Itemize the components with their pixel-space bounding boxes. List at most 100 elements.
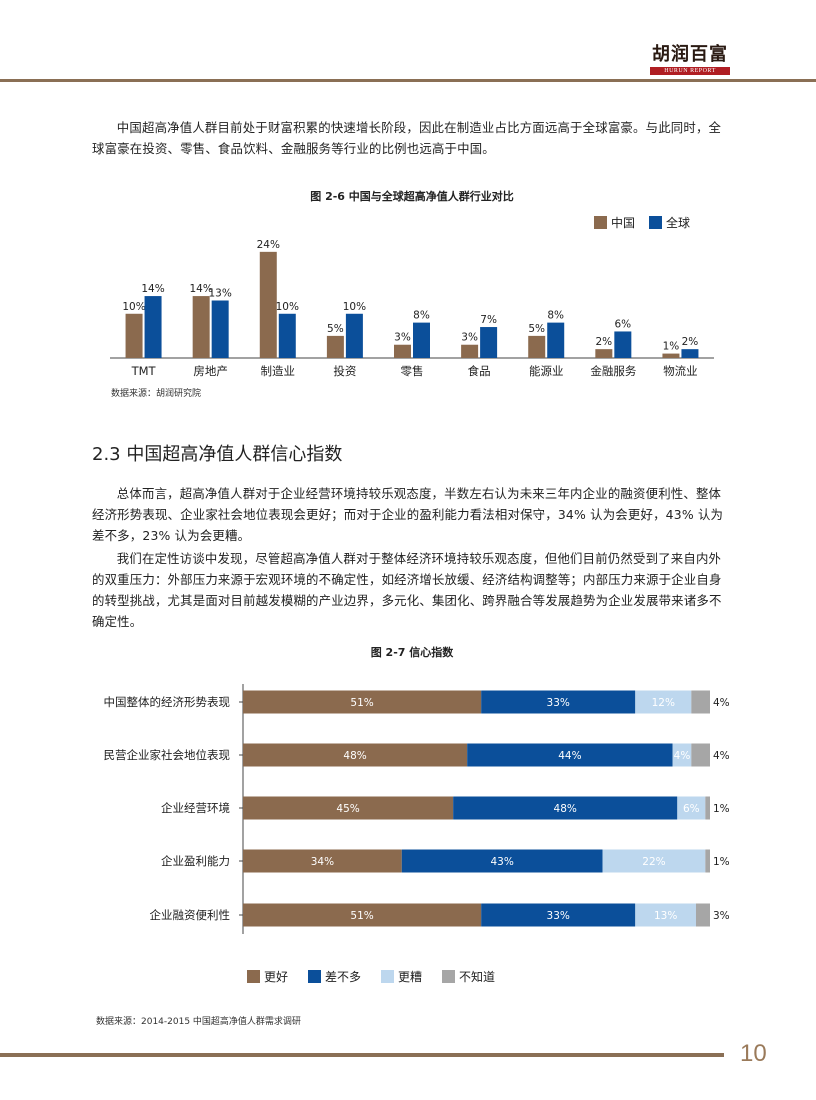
value-label-same-3: 43% (491, 856, 514, 868)
segment-same-3 (401, 849, 603, 873)
figure-2-6-legend: 中国 全球 (594, 214, 690, 231)
tick-label-4: 零售 (401, 364, 424, 378)
segment-same-0 (481, 690, 636, 714)
segment-same-4 (481, 903, 636, 927)
bar-china-5 (461, 344, 479, 358)
data-label-global-5: 7% (480, 314, 497, 326)
tick-label-5: 食品 (468, 364, 491, 378)
segment-unknown-2 (705, 796, 710, 820)
value-label-better-4: 51% (350, 910, 373, 922)
tick-label-8: 物流业 (663, 364, 698, 378)
segment-worse-2 (677, 796, 706, 820)
segment-better-0 (243, 690, 482, 714)
legend-swatch-same (308, 970, 322, 983)
data-label-china-2: 24% (257, 239, 280, 251)
industry-comparison-chart: 10%14%TMT14%13%房地产24%10%制造业5%10%投资3%8%零售… (110, 239, 714, 378)
legend-label-global: 全球 (666, 216, 691, 230)
legend-swatch-china (594, 216, 607, 229)
legend-swatch-worse (381, 970, 395, 983)
segment-worse-0 (635, 690, 692, 714)
bar-global-1 (211, 300, 229, 358)
value-label-unknown-4: 3% (713, 910, 730, 922)
bar-global-2 (278, 313, 296, 358)
value-label-better-2: 45% (336, 803, 359, 815)
category-label-0: 中国整体的经济形势表现 (104, 695, 231, 709)
figure-2-7-source: 数据来源：2014-2015 中国超高净值人群需求调研 (96, 1017, 301, 1027)
data-label-china-4: 3% (394, 332, 411, 344)
data-label-china-6: 5% (528, 323, 545, 335)
logo-text: 胡润百富 (652, 44, 728, 65)
legend-swatch-unknown (442, 970, 456, 983)
tick-label-7: 金融服务 (590, 364, 636, 378)
figure-2-7-legend: 更好 差不多 更糟 不知道 (247, 968, 495, 985)
data-label-global-3: 10% (343, 301, 366, 313)
segment-unknown-1 (691, 743, 710, 767)
legend-label-same: 差不多 (325, 970, 362, 984)
value-label-same-0: 33% (547, 697, 570, 709)
segment-unknown-3 (705, 849, 710, 873)
value-label-worse-2: 6% (683, 803, 700, 815)
bar-china-4 (394, 344, 411, 358)
bar-global-3 (345, 313, 363, 358)
bar-china-7 (595, 349, 613, 358)
figure-2-6-source: 数据来源：胡润研究院 (111, 389, 202, 399)
data-label-global-2: 10% (276, 301, 299, 313)
bar-china-6 (528, 335, 546, 358)
intro-paragraph: 中国超高净值人群目前处于财富积累的快速增长阶段，因此在制造业占比方面远高于全球富… (92, 120, 722, 156)
data-label-china-5: 3% (461, 332, 478, 344)
category-label-3: 企业盈利能力 (161, 854, 230, 868)
section-heading: 2.3 中国超高净值人群信心指数 (92, 444, 343, 465)
bar-global-4 (413, 322, 430, 358)
value-label-unknown-2: 1% (713, 803, 730, 815)
value-label-better-0: 51% (350, 697, 373, 709)
data-label-global-1: 13% (208, 288, 231, 300)
bar-china-8 (662, 353, 680, 358)
value-label-worse-3: 22% (642, 856, 665, 868)
value-label-unknown-1: 4% (713, 750, 730, 762)
data-label-china-8: 1% (663, 341, 680, 353)
body-block: 总体而言，超高净值人群对于企业经营环境持较乐观态度，半数左右认为未来三年内企业的… (92, 483, 732, 632)
paragraph-3: 我们在定性访谈中发现，尽管超高净值人群对于整体经济环境持较乐观态度，但他们目前仍… (92, 551, 722, 629)
figure-2-7-title: 图 2-7 信心指数 (370, 646, 454, 659)
data-label-global-0: 14% (141, 283, 164, 295)
logo-subtext: HURUN REPORT (650, 67, 730, 75)
intro-block: 中国超高净值人群目前处于财富积累的快速增长阶段，因此在制造业占比方面远高于全球富… (92, 117, 732, 159)
data-label-china-3: 5% (327, 323, 344, 335)
tick-label-1: 房地产 (193, 364, 228, 378)
segment-worse-4 (635, 903, 696, 927)
bar-global-8 (681, 349, 699, 358)
figure-2-6-title: 图 2-6 中国与全球超高净值人群行业对比 (310, 190, 514, 203)
segment-better-2 (243, 796, 454, 820)
legend-swatch-better (247, 970, 260, 983)
bar-global-7 (614, 331, 632, 358)
data-label-global-8: 2% (682, 336, 699, 348)
legend-china: 中国 (594, 214, 635, 231)
paragraph-2: 总体而言，超高净值人群对于企业经营环境持较乐观态度，半数左右认为未来三年内企业的… (92, 486, 724, 543)
data-label-global-6: 8% (547, 310, 564, 322)
segment-unknown-0 (691, 690, 710, 714)
data-label-china-0: 10% (122, 301, 145, 313)
segment-same-2 (453, 796, 678, 820)
segment-same-1 (467, 743, 673, 767)
legend-swatch-global (649, 216, 663, 229)
bar-global-0 (144, 296, 162, 358)
value-label-worse-1: 4% (674, 750, 691, 762)
value-label-worse-0: 12% (652, 697, 675, 709)
segment-unknown-4 (695, 903, 710, 927)
segment-worse-1 (672, 743, 692, 767)
category-label-2: 企业经营环境 (161, 801, 230, 815)
value-label-same-2: 48% (554, 803, 577, 815)
category-label-4: 企业融资便利性 (150, 908, 231, 922)
legend-unknown: 不知道 (442, 968, 495, 985)
value-label-worse-4: 13% (654, 910, 677, 922)
category-label-1: 民营企业家社会地位表现 (104, 748, 231, 762)
tick-label-3: 投资 (333, 364, 356, 378)
tick-label-0: TMT (131, 364, 157, 378)
segment-better-1 (243, 743, 468, 767)
bar-china-3 (326, 335, 344, 358)
footer-rule (0, 1053, 724, 1057)
bar-china-2 (259, 251, 277, 358)
legend-worse: 更糟 (381, 968, 422, 985)
value-label-better-3: 34% (311, 856, 334, 868)
value-label-unknown-0: 4% (713, 697, 730, 709)
